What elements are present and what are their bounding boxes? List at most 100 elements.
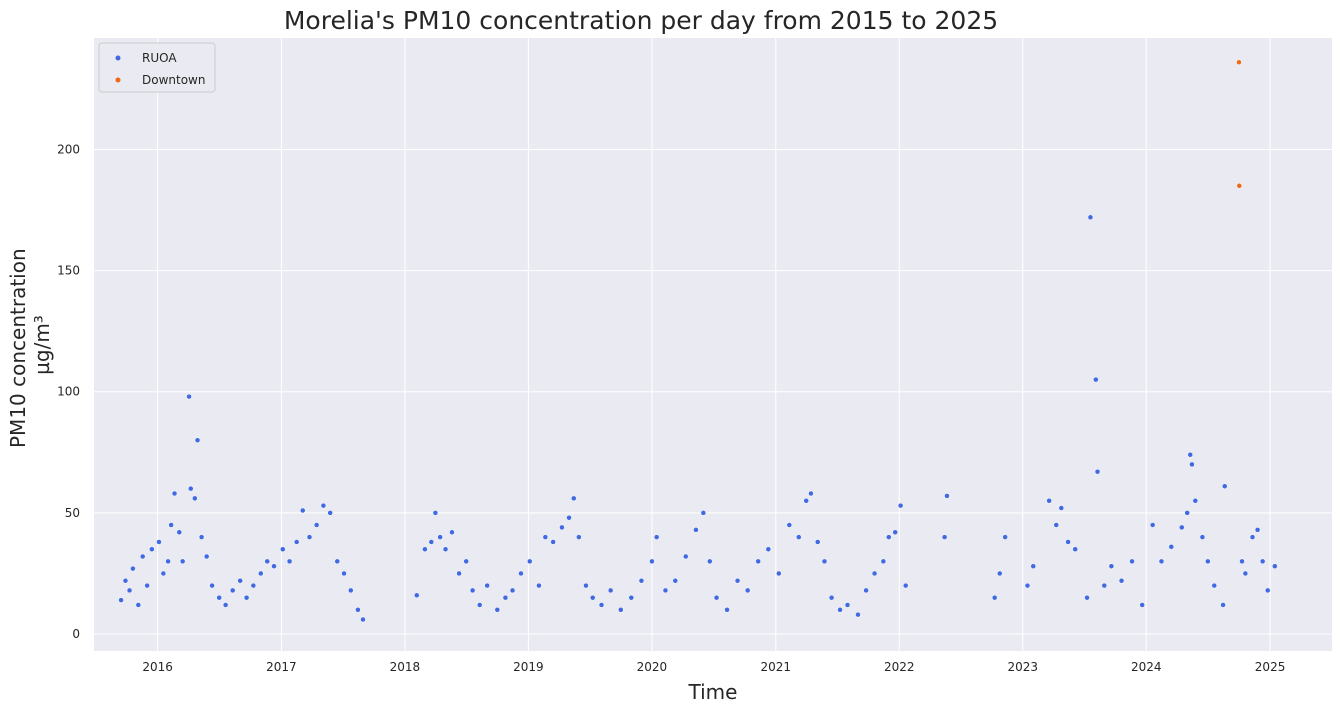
data-point-ruoa bbox=[1259, 558, 1266, 565]
data-point-ruoa bbox=[944, 493, 950, 499]
data-point-ruoa bbox=[796, 534, 802, 540]
y-axis-label-line-2: µg/m³ bbox=[30, 315, 54, 375]
legend-marker-ruoa bbox=[115, 55, 121, 61]
data-point-ruoa bbox=[1264, 587, 1271, 594]
data-point-ruoa bbox=[1094, 468, 1101, 475]
data-point-ruoa bbox=[341, 570, 347, 577]
data-point-ruoa bbox=[209, 582, 215, 589]
data-point-ruoa bbox=[271, 563, 277, 569]
data-point-ruoa bbox=[229, 587, 236, 594]
data-point-ruoa bbox=[653, 534, 660, 540]
y-axis-label: PM10 concentration µg/m³ bbox=[6, 242, 54, 448]
data-point-ruoa bbox=[1242, 570, 1249, 577]
data-point-ruoa bbox=[550, 539, 556, 545]
x-tick-label: 2018 bbox=[390, 660, 421, 674]
data-point-ruoa bbox=[1093, 376, 1099, 383]
data-point-ruoa bbox=[828, 594, 835, 601]
data-point-ruoa bbox=[258, 570, 264, 577]
data-point-ruoa bbox=[1272, 563, 1278, 569]
x-tick-label: 2020 bbox=[637, 660, 668, 674]
data-point-ruoa bbox=[280, 546, 286, 552]
data-point-ruoa bbox=[803, 498, 809, 504]
data-point-ruoa bbox=[518, 570, 524, 577]
data-point-ruoa bbox=[469, 587, 476, 594]
data-point-ruoa bbox=[1189, 461, 1195, 468]
data-point-ruoa bbox=[837, 607, 843, 613]
data-point-ruoa bbox=[996, 570, 1003, 577]
data-point-ruoa bbox=[432, 510, 439, 516]
legend-box bbox=[98, 42, 216, 93]
data-point-ruoa bbox=[126, 587, 133, 594]
data-point-ruoa bbox=[628, 594, 635, 601]
data-point-ruoa bbox=[216, 594, 222, 601]
x-tick-label: 2022 bbox=[884, 660, 915, 674]
data-point-ruoa bbox=[776, 570, 782, 577]
data-point-ruoa bbox=[1087, 214, 1094, 221]
data-point-ruoa bbox=[589, 594, 596, 601]
data-point-ruoa bbox=[463, 558, 469, 565]
x-axis-label: Time bbox=[688, 680, 738, 704]
data-point-ruoa bbox=[1184, 510, 1190, 516]
data-point-ruoa bbox=[494, 607, 501, 613]
data-point-ruoa bbox=[871, 570, 878, 577]
data-point-ruoa bbox=[765, 546, 772, 552]
data-point-ruoa bbox=[855, 611, 861, 618]
plot-area bbox=[94, 38, 1332, 651]
x-tick-label: 2023 bbox=[1007, 660, 1038, 674]
data-point-ruoa bbox=[559, 524, 565, 531]
data-point-ruoa bbox=[1053, 522, 1059, 528]
data-point-ruoa bbox=[509, 587, 516, 594]
data-point-ruoa bbox=[171, 490, 178, 497]
data-point-ruoa bbox=[300, 507, 306, 514]
x-tick-label: 2025 bbox=[1255, 660, 1286, 674]
data-point-ruoa bbox=[571, 495, 577, 502]
data-point-ruoa bbox=[165, 558, 171, 565]
data-point-ruoa bbox=[821, 558, 828, 565]
data-point-ruoa bbox=[863, 587, 869, 594]
data-point-ruoa bbox=[607, 587, 614, 594]
data-point-ruoa bbox=[808, 490, 814, 497]
data-point-ruoa bbox=[1002, 534, 1008, 540]
data-point-ruoa bbox=[237, 577, 243, 584]
data-point-ruoa bbox=[1030, 563, 1036, 569]
data-point-ruoa bbox=[320, 502, 327, 509]
legend: RUOA Downtown bbox=[98, 42, 216, 93]
data-point-ruoa bbox=[814, 539, 821, 545]
data-point-ruoa bbox=[264, 558, 270, 565]
data-point-ruoa bbox=[1168, 544, 1175, 550]
data-point-ruoa bbox=[1058, 505, 1065, 511]
data-point-ruoa bbox=[334, 558, 341, 565]
data-point-ruoa bbox=[1046, 498, 1052, 504]
data-point-ruoa bbox=[355, 607, 361, 613]
data-point-ruoa bbox=[130, 565, 136, 572]
data-point-ruoa bbox=[313, 522, 320, 528]
data-point-ruoa bbox=[135, 602, 142, 608]
data-point-ruoa bbox=[198, 534, 205, 540]
data-point-ruoa bbox=[1179, 524, 1185, 531]
data-point-ruoa bbox=[1249, 534, 1256, 540]
data-point-ruoa bbox=[724, 607, 730, 613]
data-point-ruoa bbox=[1129, 558, 1135, 565]
data-point-ruoa bbox=[683, 553, 689, 560]
grid bbox=[94, 38, 1332, 651]
x-tick-labels: 2016 2017 2018 2019 2020 2021 2022 2023 2024 2025 bbox=[142, 660, 1285, 674]
data-point-ruoa bbox=[449, 529, 455, 536]
data-point-ruoa bbox=[1199, 534, 1206, 540]
data-point-ruoa bbox=[139, 553, 146, 560]
y-tick-label: 150 bbox=[57, 264, 80, 278]
data-point-ruoa bbox=[618, 607, 624, 613]
data-point-ruoa bbox=[672, 577, 679, 584]
data-point-downtown bbox=[1236, 183, 1243, 189]
data-point-ruoa bbox=[1239, 558, 1245, 565]
data-point-ruoa bbox=[542, 534, 549, 540]
data-point-ruoa bbox=[1072, 546, 1078, 552]
legend-marker-downtown bbox=[115, 77, 121, 83]
data-point-ruoa bbox=[734, 577, 741, 584]
data-point-ruoa bbox=[598, 602, 605, 608]
data-point-ruoa bbox=[348, 587, 354, 594]
data-point-ruoa bbox=[744, 587, 751, 594]
y-tick-label: 200 bbox=[57, 142, 80, 156]
data-point-ruoa bbox=[1024, 582, 1031, 589]
data-point-ruoa bbox=[693, 527, 699, 533]
data-point-ruoa bbox=[442, 546, 449, 552]
